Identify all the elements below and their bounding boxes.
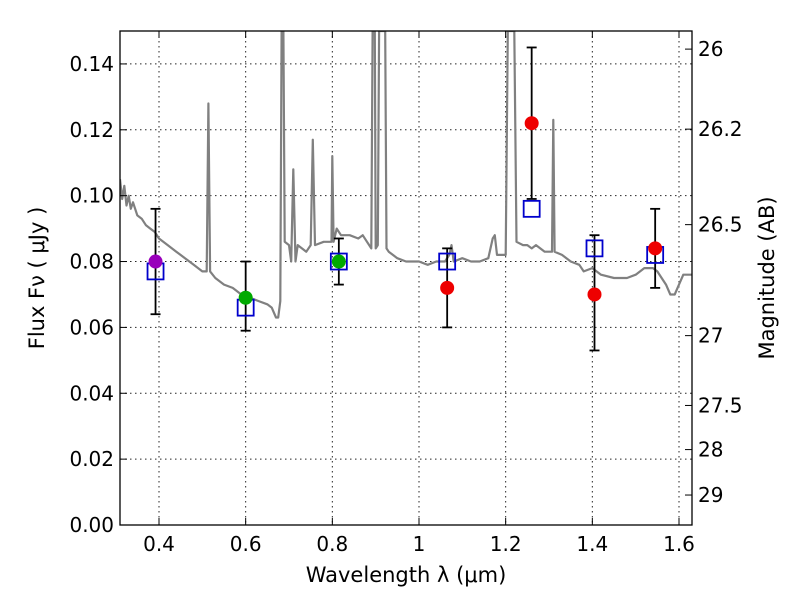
observed-flux-point	[440, 280, 455, 295]
x-tick-label: 0.6	[230, 532, 262, 556]
observed-flux-point	[648, 241, 663, 256]
observed-flux-point	[524, 116, 539, 131]
x-tick-label: 1	[413, 532, 426, 556]
y2-tick-label: 26.2	[698, 117, 743, 141]
y2-axis-label: Magnitude (AB)	[755, 196, 779, 359]
y-tick-label: 0.00	[69, 513, 114, 537]
y2-tick-label: 29	[698, 483, 723, 507]
model-photometry-square	[329, 252, 348, 271]
y2-tick-label: 27.5	[698, 393, 743, 417]
x-tick-label: 1.6	[663, 532, 695, 556]
x-axis-label: Wavelength λ (μm)	[306, 563, 507, 587]
model-spectrum	[120, 31, 692, 319]
observed-flux-point	[331, 254, 346, 269]
model-photometry-square	[585, 239, 604, 258]
spectrum-line	[120, 31, 692, 319]
y2-tick-label: 28	[698, 438, 723, 462]
y-tick-label: 0.14	[69, 52, 114, 76]
axis-ticks: 0.4 0.6 0.8 1 1.2 1.4 1.6 0.00 0.02 0.04 0.06 0.08 0…	[69, 31, 743, 556]
y2-tick-label: 26	[698, 37, 723, 61]
model-photometry-square	[438, 252, 457, 271]
y-tick-label: 0.10	[69, 184, 114, 208]
x-tick-label: 0.8	[316, 532, 348, 556]
x-tick-label: 1.2	[490, 532, 522, 556]
grid	[120, 31, 692, 526]
observed-flux-point	[587, 287, 602, 302]
model-photometry-square	[522, 199, 541, 218]
photometry-points	[146, 46, 665, 352]
y-tick-label: 0.08	[69, 250, 114, 274]
x-tick-label: 1.4	[576, 532, 608, 556]
observed-flux-point	[148, 254, 163, 269]
plot-frame	[119, 30, 693, 526]
y-axis-label: Flux Fν ( μJy )	[25, 207, 49, 350]
y-tick-label: 0.12	[69, 118, 114, 142]
y2-tick-label: 26.5	[698, 213, 743, 237]
observed-flux-point	[238, 290, 253, 305]
x-tick-label: 0.4	[143, 532, 175, 556]
y-tick-label: 0.06	[69, 315, 114, 339]
y-tick-label: 0.04	[69, 381, 114, 405]
y-tick-label: 0.02	[69, 447, 114, 471]
y2-tick-label: 27	[698, 324, 723, 348]
